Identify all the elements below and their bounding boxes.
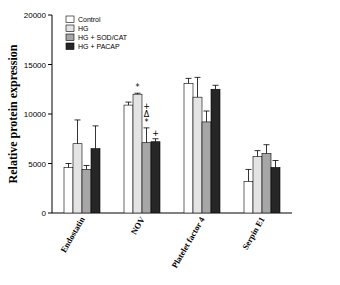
error-line xyxy=(275,161,276,168)
y-tick-label: 20000 xyxy=(24,11,47,20)
error-cap xyxy=(246,169,252,170)
error-cap xyxy=(75,119,81,120)
bar xyxy=(91,149,100,213)
x-tick-label: Serpin E1 xyxy=(240,215,267,251)
error-bar xyxy=(213,85,219,89)
y-tick-label: 15000 xyxy=(24,61,47,70)
error-cap xyxy=(93,125,99,126)
y-tick xyxy=(48,213,52,214)
y-tick xyxy=(48,114,52,115)
error-line xyxy=(248,169,249,181)
error-bar xyxy=(84,165,90,169)
error-line xyxy=(77,120,78,144)
annotation: Δ xyxy=(144,110,150,119)
error-line xyxy=(155,139,156,142)
error-bar xyxy=(186,78,192,83)
legend-label: HG + SOD/CAT xyxy=(78,34,128,41)
legend-label: HG xyxy=(78,25,89,32)
error-line xyxy=(146,128,147,143)
error-line xyxy=(206,111,207,122)
error-bar xyxy=(93,126,99,149)
bar xyxy=(262,154,271,213)
error-bar xyxy=(195,77,201,97)
error-cap xyxy=(273,160,279,161)
bar xyxy=(193,97,202,213)
error-line xyxy=(257,151,258,157)
error-bar xyxy=(264,145,270,154)
error-cap xyxy=(153,138,159,139)
bar xyxy=(73,144,82,213)
error-cap xyxy=(255,150,261,151)
bar xyxy=(124,105,133,213)
annotation: * xyxy=(136,83,140,92)
error-line xyxy=(215,85,216,89)
error-line xyxy=(188,78,189,83)
legend-label: HG + PACAP xyxy=(78,43,120,50)
legend-swatch xyxy=(66,25,74,32)
annotation: + xyxy=(143,102,150,111)
legend-swatch xyxy=(66,43,74,50)
bar xyxy=(142,143,151,213)
bar xyxy=(211,89,220,213)
y-tick xyxy=(48,15,52,16)
error-bar xyxy=(144,128,150,143)
error-bar xyxy=(273,161,279,168)
error-line xyxy=(86,165,87,169)
error-bar xyxy=(246,169,252,181)
error-cap xyxy=(66,163,72,164)
bar xyxy=(151,142,160,213)
x-tick-label: NOV xyxy=(129,214,148,236)
error-bar xyxy=(153,139,159,142)
error-bar xyxy=(135,93,141,95)
bar xyxy=(82,169,91,213)
y-tick-label: 10000 xyxy=(24,110,47,119)
error-cap xyxy=(213,85,219,86)
bar xyxy=(133,94,142,213)
annotation: + xyxy=(152,129,159,138)
error-line xyxy=(68,164,69,168)
bar xyxy=(64,167,73,213)
legend-swatch xyxy=(66,16,74,23)
error-cap xyxy=(144,127,150,128)
error-cap xyxy=(135,93,141,94)
bars xyxy=(64,77,280,213)
chart: 0 5000 10000 15000 20000 Relative protein exp… xyxy=(0,0,340,285)
error-cap xyxy=(264,144,270,145)
error-line xyxy=(128,102,129,105)
error-cap xyxy=(84,165,90,166)
error-line xyxy=(95,126,96,149)
bar xyxy=(244,181,253,213)
error-bar xyxy=(255,151,261,157)
error-cap xyxy=(186,78,192,79)
x-tick-label: Platelet factor 4 xyxy=(169,214,207,269)
error-bar xyxy=(66,164,72,168)
y-tick-label: 5000 xyxy=(28,160,46,169)
error-line xyxy=(266,145,267,154)
legend-swatch xyxy=(66,34,74,41)
bar xyxy=(184,83,193,213)
legend-label: Control xyxy=(78,16,101,23)
error-cap xyxy=(204,111,210,112)
error-bar xyxy=(204,111,210,122)
error-line xyxy=(197,77,198,97)
bar xyxy=(202,122,211,213)
y-tick xyxy=(48,163,52,164)
error-cap xyxy=(126,102,132,103)
bar xyxy=(271,167,280,213)
bar xyxy=(253,157,262,213)
error-bar xyxy=(75,120,81,144)
annotation: * xyxy=(145,118,149,127)
x-tick-label: Endostatin xyxy=(58,215,87,255)
y-tick xyxy=(48,64,52,65)
y-tick-label: 0 xyxy=(42,209,47,218)
error-cap xyxy=(195,77,201,78)
y-axis-label: Relative protein expression xyxy=(6,44,20,183)
error-bar xyxy=(126,102,132,105)
